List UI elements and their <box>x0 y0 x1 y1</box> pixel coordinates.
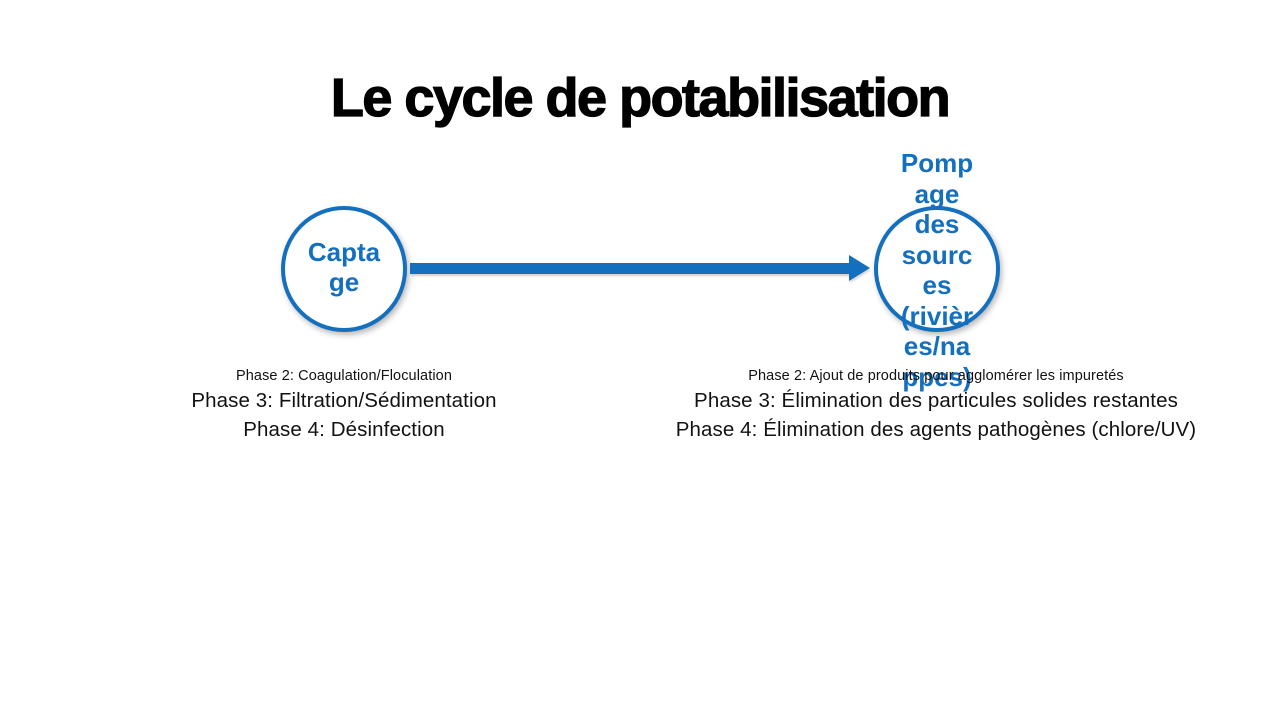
node-label-pompage: Pomp age des sourc es (rivièr es/na ppes… <box>900 148 974 392</box>
node-label-captage: Capta ge <box>307 237 381 297</box>
node-circle-captage <box>281 206 407 332</box>
phase4-left-text: Phase 4: Désinfection <box>243 417 445 441</box>
phase2-left-text: Phase 2: Coagulation/Floculation <box>235 368 452 384</box>
arrow-head-icon <box>849 255 870 281</box>
arrow-shaft <box>410 263 851 274</box>
page-title: Le cycle de potabilisation <box>330 67 951 128</box>
connector-arrow <box>410 255 870 289</box>
phase-list-left: Phase 2: Coagulation/Floculation Phase 3… <box>94 366 594 444</box>
phase3-right-text: Phase 3: Élimination des particules soli… <box>694 389 1178 412</box>
phase3-left-text: Phase 3: Filtration/Sédimentation <box>191 389 497 412</box>
phase4-right-text: Phase 4: Élimination des agents pathogèn… <box>675 417 1197 441</box>
phase-list-right: Phase 2: Ajout de produits pour agglomér… <box>666 366 1206 444</box>
node-circle-pompage <box>874 206 1000 332</box>
phase2-right-text: Phase 2: Ajout de produits pour agglomér… <box>748 368 1124 384</box>
